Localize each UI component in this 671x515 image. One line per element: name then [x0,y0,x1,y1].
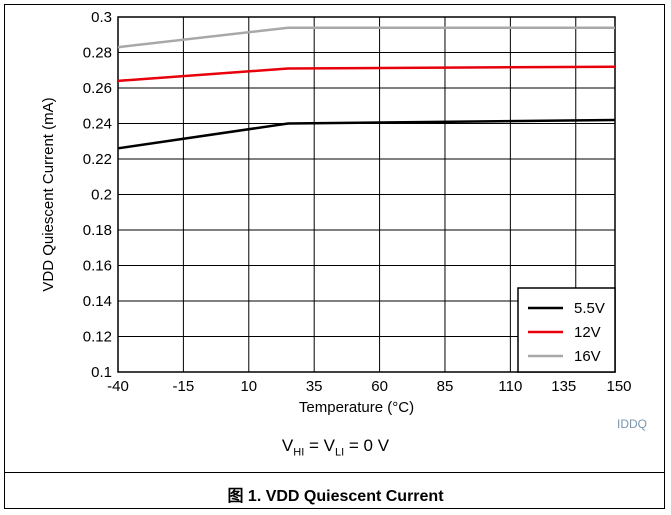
x-tick-label: -40 [107,378,129,395]
condition-v2-sub: LI [334,446,345,459]
y-tick-label: 0.28 [83,45,112,62]
y-tick-label: 0.3 [91,9,112,26]
series-line [117,118,616,150]
x-axis-label: Temperature (°C) [299,399,414,416]
y-tick-label: 0.22 [83,151,112,168]
x-tick-label: 35 [306,378,323,395]
y-tick-label: 0.24 [83,116,112,133]
condition-eq2: = 0 V [344,436,390,455]
chart: -40 -15 10 35 60 85 110 135 150 0.1 0.12 0.14 0.16 0.… [40,9,632,416]
legend-label: 12V [574,324,601,341]
x-tick-label: 110 [498,378,522,395]
caption-divider [4,472,665,473]
x-tick-label: 135 [551,378,576,395]
x-tick-label: 10 [240,378,257,395]
legend-label: 16V [574,348,601,365]
x-tick-label: 60 [371,378,388,395]
legend-label: 5.5V [574,300,605,317]
plot-border [117,16,616,373]
condition-v2: V [323,436,335,455]
y-tick-label: 0.2 [91,187,112,204]
figure-tag: IDDQ [617,417,647,431]
series-line [117,65,616,83]
y-axis-label: VDD Quiescent Current (mA) [40,97,57,291]
condition-v1: V [281,436,294,455]
figure-caption: 图 1. VDD Quiescent Current [227,488,444,505]
y-tick-label: 0.1 [91,364,112,381]
series-line [117,26,615,49]
legend-box [517,287,616,373]
condition-v1-sub: HI [293,446,305,459]
x-tick-label: 85 [437,378,454,395]
figure-frame [4,4,665,509]
test-condition: VHI = VLI = 0 V [0,436,671,458]
x-tick-label: 150 [606,378,631,395]
y-tick-label: 0.16 [83,258,112,275]
y-tick-label: 0.26 [83,80,112,97]
y-tick-label: 0.14 [83,293,112,310]
x-tick-label: -15 [173,378,195,395]
y-tick-label: 0.12 [83,329,112,346]
y-tick-label: 0.18 [83,222,112,239]
condition-eq1: = [304,436,324,455]
